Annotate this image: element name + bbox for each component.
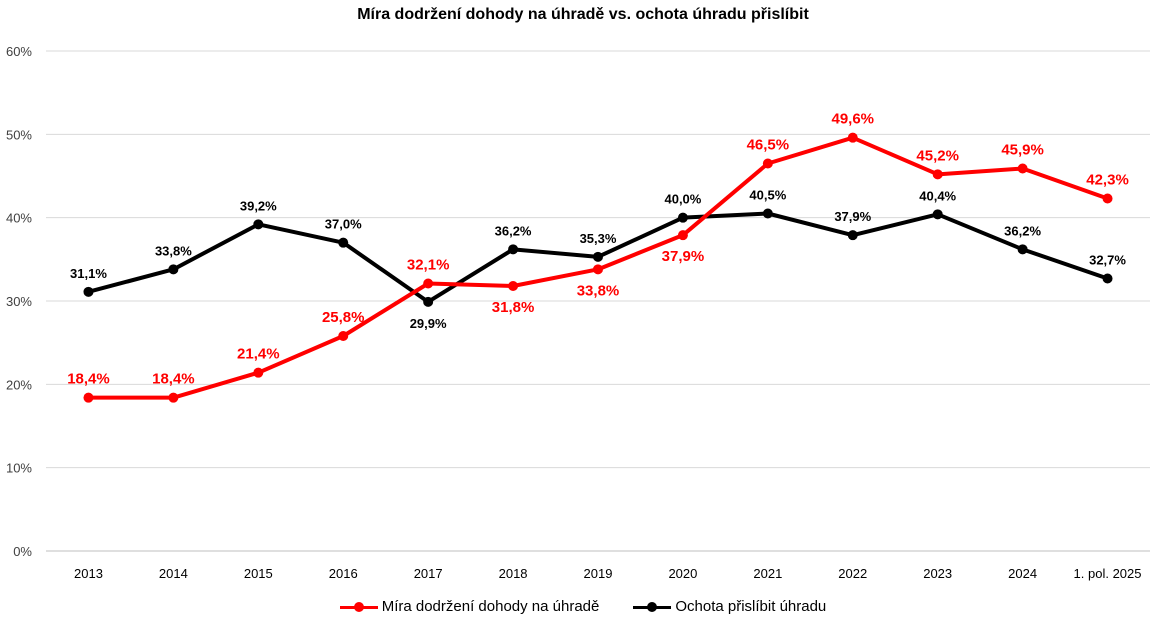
data-point bbox=[847, 132, 858, 143]
x-tick-label: 1. pol. 2025 bbox=[1074, 566, 1142, 581]
data-label: 37,0% bbox=[325, 217, 362, 232]
data-label: 32,1% bbox=[407, 257, 450, 274]
data-point bbox=[508, 244, 519, 255]
data-point bbox=[677, 230, 688, 241]
data-point bbox=[168, 392, 179, 403]
data-point bbox=[423, 296, 434, 307]
data-point bbox=[423, 278, 434, 289]
data-labels: 31,1% 33,8% 39,2% 37,0% 29,9% 36,2% 35,3% 40,0%… bbox=[67, 111, 1129, 388]
data-point bbox=[1017, 163, 1028, 174]
x-tick-label: 2013 bbox=[74, 566, 103, 581]
data-label: 46,5% bbox=[747, 137, 790, 154]
data-label: 35,3% bbox=[580, 231, 617, 246]
data-point bbox=[677, 212, 688, 223]
data-point bbox=[932, 209, 943, 220]
x-tick-label: 2022 bbox=[838, 566, 867, 581]
legend-marker-series-2 bbox=[633, 601, 672, 612]
data-point bbox=[847, 230, 858, 241]
axes: 0% 10% 20% 30% 40% 50% 60% 2013 2014 2015 2016 2017… bbox=[6, 44, 1142, 581]
data-label: 29,9% bbox=[410, 316, 447, 331]
data-label: 40,4% bbox=[919, 188, 956, 203]
y-tick-label: 50% bbox=[6, 127, 32, 142]
legend-label-series-1: Míra dodržení dohody na úhradě bbox=[381, 598, 600, 615]
data-label: 25,8% bbox=[322, 309, 365, 326]
data-point bbox=[508, 281, 519, 291]
x-tick-label: 2023 bbox=[923, 566, 952, 581]
legend-marker-series-1 bbox=[339, 601, 378, 612]
legend-item-series-2: Ochota přislíbit úhradu bbox=[633, 598, 826, 615]
data-point bbox=[83, 392, 94, 403]
legend: Míra dodržení dohody na úhradě Ochota př… bbox=[0, 598, 1166, 615]
data-label: 49,6% bbox=[831, 111, 874, 128]
x-tick-label: 2019 bbox=[584, 566, 613, 581]
data-label: 39,2% bbox=[240, 198, 277, 213]
gridlines bbox=[46, 50, 1150, 552]
y-tick-label: 20% bbox=[6, 377, 32, 392]
y-tick-label: 30% bbox=[6, 294, 32, 309]
data-label: 37,9% bbox=[834, 209, 871, 224]
data-label: 21,4% bbox=[237, 346, 280, 363]
y-tick-label: 10% bbox=[6, 461, 32, 476]
data-label: 36,2% bbox=[1004, 223, 1041, 238]
data-label: 45,2% bbox=[916, 147, 959, 164]
data-point bbox=[338, 237, 349, 248]
data-label: 40,0% bbox=[664, 192, 701, 207]
x-tick-label: 2020 bbox=[668, 566, 697, 581]
x-tick-label: 2016 bbox=[329, 566, 358, 581]
data-label: 42,3% bbox=[1086, 172, 1129, 189]
data-point bbox=[338, 331, 349, 341]
data-label: 33,8% bbox=[577, 282, 620, 299]
series-lines bbox=[83, 132, 1113, 403]
data-label: 31,1% bbox=[70, 266, 107, 281]
data-point bbox=[762, 208, 773, 219]
data-label: 37,9% bbox=[662, 248, 705, 265]
data-label: 18,4% bbox=[67, 371, 110, 388]
data-label: 18,4% bbox=[152, 371, 195, 388]
data-point bbox=[1102, 193, 1113, 204]
data-label: 36,2% bbox=[495, 223, 532, 238]
data-point bbox=[253, 367, 264, 378]
data-label: 45,9% bbox=[1001, 142, 1044, 159]
legend-label-series-2: Ochota přislíbit úhradu bbox=[675, 598, 827, 615]
x-tick-label: 2018 bbox=[499, 566, 528, 581]
data-label: 32,7% bbox=[1089, 253, 1126, 268]
data-label: 31,8% bbox=[492, 299, 535, 316]
x-tick-label: 2015 bbox=[244, 566, 273, 581]
x-tick-label: 2024 bbox=[1008, 566, 1037, 581]
data-point bbox=[762, 158, 773, 169]
x-tick-label: 2021 bbox=[753, 566, 782, 581]
data-point bbox=[83, 286, 94, 297]
legend-item-series-1: Míra dodržení dohody na úhradě bbox=[339, 598, 600, 615]
data-point bbox=[168, 264, 179, 275]
data-point bbox=[932, 169, 943, 180]
data-point bbox=[253, 219, 264, 230]
y-tick-label: 40% bbox=[6, 211, 32, 226]
data-label: 40,5% bbox=[749, 188, 786, 203]
data-point bbox=[1017, 244, 1028, 255]
y-tick-label: 60% bbox=[6, 44, 32, 59]
chart-title: Míra dodržení dohody na úhradě vs. ochot… bbox=[357, 6, 809, 23]
data-label: 33,8% bbox=[155, 243, 192, 258]
y-tick-label: 0% bbox=[13, 544, 32, 559]
data-point bbox=[593, 251, 603, 262]
data-point bbox=[1102, 273, 1113, 284]
x-tick-label: 2014 bbox=[159, 566, 188, 581]
data-point bbox=[593, 264, 603, 275]
x-tick-label: 2017 bbox=[414, 566, 443, 581]
